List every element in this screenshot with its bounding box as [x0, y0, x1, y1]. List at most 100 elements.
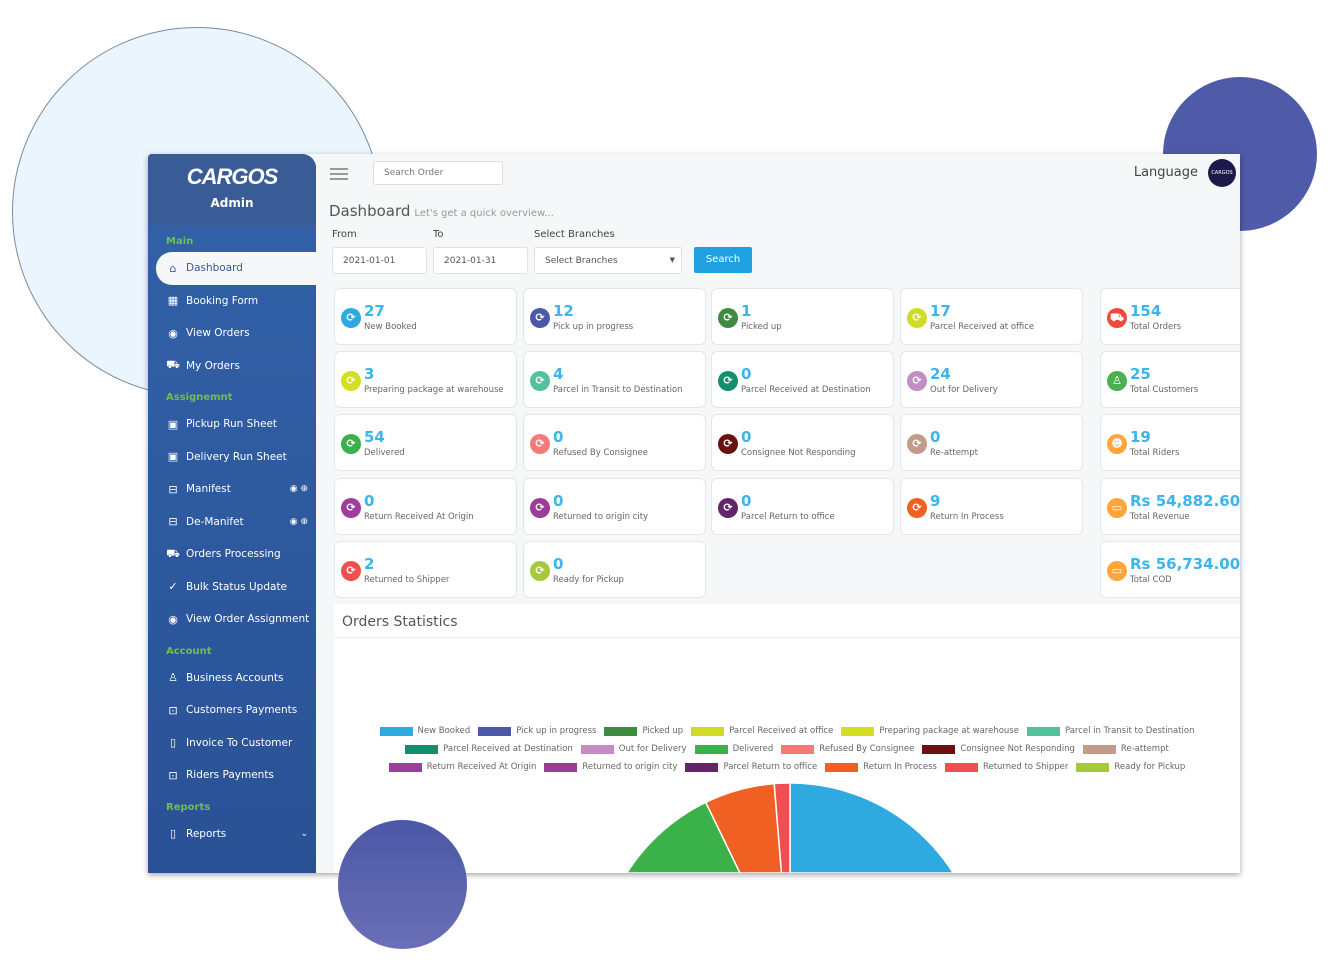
sidebar-item-label: Manifest — [186, 483, 231, 496]
menu-icon[interactable] — [330, 168, 348, 180]
briefcase-icon: ⊡ — [168, 768, 178, 782]
sidebar-item[interactable]: ◉ View Order Assignment — [148, 603, 316, 636]
status-card[interactable]: ⟳ 54 Delivered — [334, 414, 517, 471]
legend-label: Refused By Consignee — [819, 744, 915, 754]
summary-value: 25 — [1130, 365, 1151, 383]
sidebar-item[interactable]: ⊟ Manifest ◉ ⊕ — [148, 473, 316, 506]
legend-item[interactable]: Parcel in Transit to Destination — [1026, 724, 1195, 738]
status-card[interactable]: ⟳ 12 Pick up in progress — [523, 288, 706, 345]
summary-card[interactable]: ☻ 19 Total Riders — [1100, 414, 1240, 471]
legend-label: Pick up in progress — [516, 726, 597, 736]
legend-swatch — [379, 726, 413, 736]
legend-item[interactable]: Parcel Return to office — [685, 760, 817, 774]
status-label: Refused By Consignee — [553, 448, 649, 458]
legend-item[interactable]: Returned to origin city — [544, 760, 677, 774]
status-card[interactable]: ⟳ 2 Returned to Shipper — [334, 541, 517, 598]
sidebar-item[interactable]: ⌂ Dashboard — [156, 252, 316, 285]
legend-item[interactable]: Returned to Shipper — [944, 760, 1068, 774]
legend-item[interactable]: Parcel Received at Destination — [405, 742, 573, 756]
legend-item[interactable]: Re-attempt — [1082, 742, 1169, 756]
status-card[interactable]: ⟳ 0 Parcel Return to office — [711, 478, 894, 535]
sidebar-item[interactable]: ▣ Delivery Run Sheet — [148, 441, 316, 474]
status-card[interactable]: ⟳ 0 Consignee Not Responding — [711, 414, 894, 471]
summary-value: 19 — [1130, 428, 1151, 446]
status-label: New Booked — [364, 322, 417, 332]
summary-label: Total Orders — [1130, 322, 1182, 332]
status-count: 0 — [364, 492, 375, 510]
status-card[interactable]: ⟳ 24 Out for Delivery — [900, 351, 1083, 408]
from-date-input[interactable]: 2021-01-01 — [332, 247, 427, 274]
legend-label: Parcel Return to office — [723, 762, 818, 772]
summary-card[interactable]: ▭ Rs 56,734.00 Total COD — [1100, 541, 1240, 598]
legend-item[interactable]: Return In Process — [825, 760, 937, 774]
language-selector[interactable]: Language — [1133, 165, 1198, 180]
status-count: 12 — [553, 302, 574, 320]
view-add-icons[interactable]: ◉ ⊕ — [289, 516, 308, 527]
sidebar-item[interactable]: ♙ Business Accounts — [148, 662, 316, 695]
sidebar-item[interactable]: ⛟ My Orders — [148, 350, 316, 383]
pie-slice[interactable] — [789, 782, 955, 873]
user-icon: ♙ — [1107, 371, 1127, 391]
status-card[interactable]: ⟳ 0 Parcel Received at Destination — [711, 351, 894, 408]
pie-slice[interactable] — [625, 801, 741, 873]
pie-slice[interactable] — [773, 782, 791, 873]
legend-item[interactable]: Refused By Consignee — [781, 742, 914, 756]
branch-select[interactable]: Select Branches ▼ — [534, 247, 682, 274]
status-card[interactable]: ⟳ 1 Picked up — [711, 288, 894, 345]
legend-item[interactable]: Pick up in progress — [478, 724, 596, 738]
refresh-icon: ⟳ — [907, 498, 927, 518]
to-date-input[interactable]: 2021-01-31 — [433, 247, 528, 274]
refresh-icon: ⟳ — [718, 434, 738, 454]
legend-item[interactable]: Ready for Pickup — [1076, 760, 1185, 774]
status-label: Return Received At Origin — [364, 512, 474, 522]
summary-card[interactable]: ⛟ 154 Total Orders — [1100, 288, 1240, 345]
sidebar-item[interactable]: ▯ Invoice To Customer — [148, 727, 316, 760]
sidebar-item[interactable]: ◉ View Orders — [148, 317, 316, 350]
status-card[interactable]: ⟳ 3 Preparing package at warehouse — [334, 351, 517, 408]
status-card[interactable]: ⟳ 0 Return Received At Origin — [334, 478, 517, 535]
legend-item[interactable]: Picked up — [604, 724, 683, 738]
legend-label: Parcel Received at Destination — [443, 744, 573, 754]
pie-slice[interactable] — [704, 782, 783, 873]
status-count: 0 — [553, 428, 564, 446]
sidebar-item[interactable]: ⊡ Customers Payments — [148, 694, 316, 727]
sidebar-item[interactable]: ⊟ De-Manifet ◉ ⊕ — [148, 506, 316, 539]
view-add-icons[interactable]: ◉ ⊕ — [289, 484, 308, 495]
sidebar-item[interactable]: ▦ Booking Form — [148, 285, 316, 318]
status-card[interactable]: ⟳ 0 Re-attempt — [900, 414, 1083, 471]
search-button[interactable]: Search — [694, 247, 752, 273]
status-card[interactable]: ⟳ 4 Parcel in Transit to Destination — [523, 351, 706, 408]
search-order-input[interactable] — [373, 161, 503, 185]
status-card[interactable]: ⟳ 9 Return In Process — [900, 478, 1083, 535]
legend-item[interactable]: Consignee Not Responding — [922, 742, 1075, 756]
sidebar-item[interactable]: ⊡ Riders Payments — [148, 759, 316, 792]
sidebar-item[interactable]: ⛟ Orders Processing — [148, 538, 316, 571]
legend-label: Picked up — [642, 726, 684, 736]
legend-item[interactable]: Preparing package at warehouse — [841, 724, 1019, 738]
sidebar-item[interactable]: ▣ Pickup Run Sheet — [148, 408, 316, 441]
legend-item[interactable]: Out for Delivery — [580, 742, 687, 756]
inbox-icon: ⊟ — [168, 482, 178, 496]
status-card[interactable]: ⟳ 0 Refused By Consignee — [523, 414, 706, 471]
summary-label: Total COD — [1130, 575, 1172, 585]
legend-swatch — [781, 744, 815, 754]
legend-item[interactable]: New Booked — [379, 724, 470, 738]
status-card[interactable]: ⟳ 27 New Booked — [334, 288, 517, 345]
summary-card[interactable]: ♙ 25 Total Customers — [1100, 351, 1240, 408]
status-card[interactable]: ⟳ 0 Ready for Pickup — [523, 541, 706, 598]
summary-card[interactable]: ▭ Rs 54,882.60 Total Revenue — [1100, 478, 1240, 535]
legend-item[interactable]: Delivered — [694, 742, 773, 756]
legend-item[interactable]: Return Received At Origin — [388, 760, 536, 774]
refresh-icon: ⟳ — [718, 371, 738, 391]
decorative-circle — [338, 820, 467, 949]
sidebar-item[interactable]: ✓ Bulk Status Update — [148, 571, 316, 604]
user-icon: ♙ — [168, 671, 178, 685]
legend-item[interactable]: Parcel Received at office — [691, 724, 833, 738]
app-window: CARGOS Admin Main ⌂ Dashboard ▦ Booking Form… — [148, 154, 1240, 873]
sidebar-item[interactable]: ▯ Reports ⌄ — [148, 818, 316, 851]
legend-label: Parcel in Transit to Destination — [1064, 726, 1195, 736]
status-card[interactable]: ⟳ 0 Returned to origin city — [523, 478, 706, 535]
avatar[interactable]: CARGOS — [1208, 159, 1236, 187]
status-card[interactable]: ⟳ 17 Parcel Received at office — [900, 288, 1083, 345]
chevron-down-icon[interactable]: ⌄ — [300, 828, 308, 839]
